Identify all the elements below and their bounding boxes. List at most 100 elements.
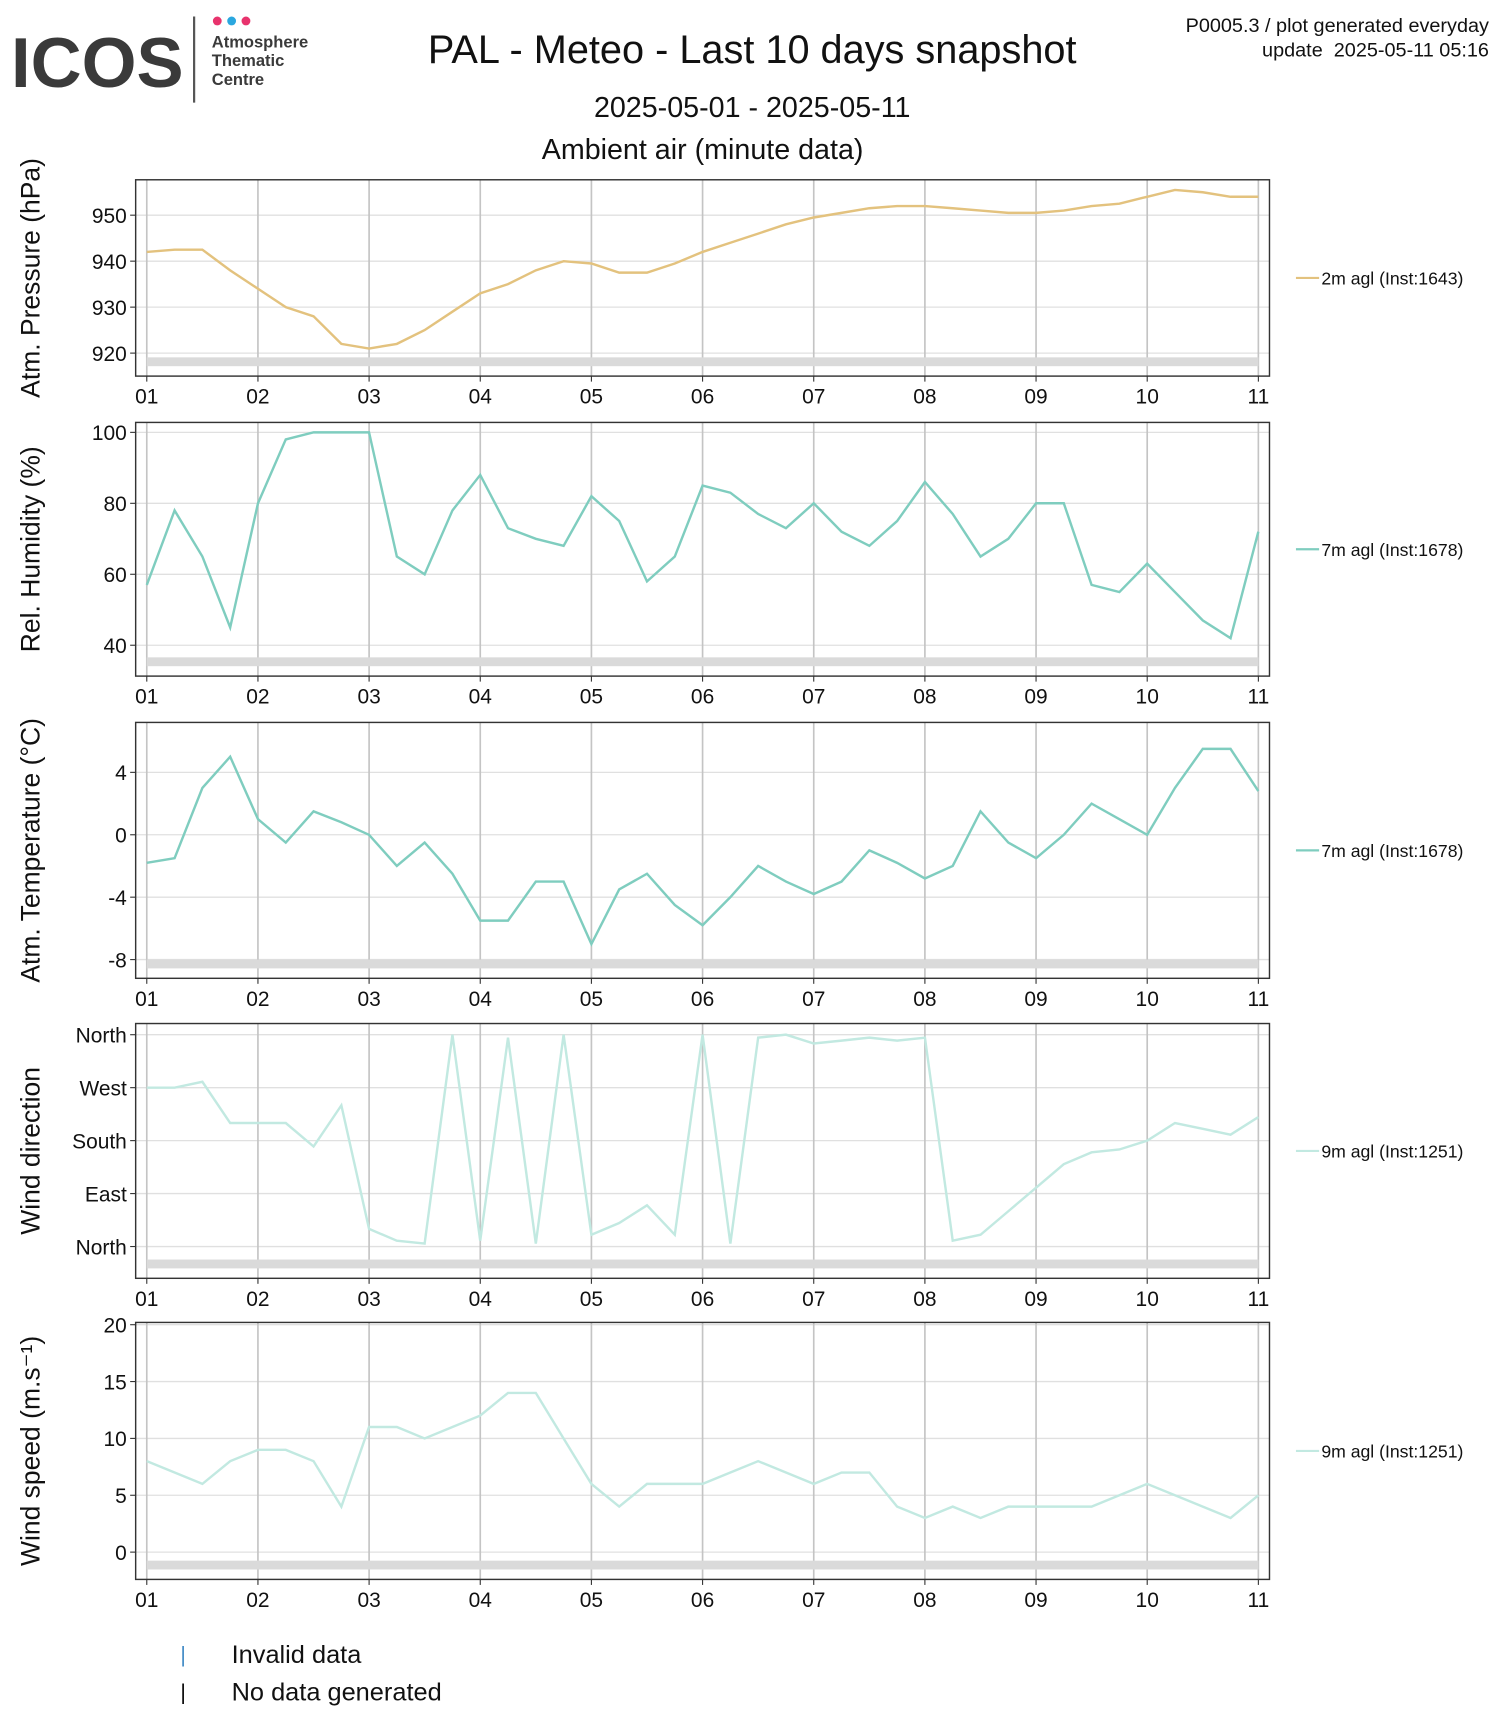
- y-tick-label: 930: [92, 297, 127, 320]
- y-tick-label: 950: [92, 205, 127, 228]
- x-tick-label: 03: [357, 988, 380, 1011]
- x-tick-label: 10: [1136, 386, 1159, 409]
- x-tick-label: 04: [469, 1589, 493, 1612]
- x-tick-label: 09: [1024, 686, 1047, 709]
- availability-bar: [146, 657, 1259, 667]
- x-tick-label: 01: [135, 386, 158, 409]
- availability-bar: [146, 1259, 1259, 1269]
- availability-bar: [146, 1560, 1259, 1570]
- x-tick-label: 09: [1024, 1589, 1047, 1612]
- y-axis-label: Wind speed (m.s⁻¹): [16, 1336, 46, 1566]
- y-tick-label: 60: [104, 564, 127, 587]
- y-tick-label: 0: [115, 1542, 127, 1565]
- x-tick-label: 05: [580, 386, 603, 409]
- y-tick-label: 80: [104, 493, 127, 516]
- x-tick-label: 03: [357, 1288, 380, 1311]
- panel-frame: [134, 721, 1271, 980]
- x-tick-label: 02: [246, 386, 269, 409]
- legend-text: Invalid data: [232, 1641, 363, 1669]
- y-tick-label: -4: [108, 887, 127, 910]
- y-tick-label: 4: [115, 762, 127, 785]
- title: PAL - Meteo - Last 10 days snapshot: [428, 28, 1077, 72]
- x-tick-label: 05: [580, 1288, 603, 1311]
- y-tick-label: 20: [104, 1314, 127, 1337]
- y-tick-label: East: [85, 1183, 127, 1206]
- y-tick-label: 940: [92, 251, 127, 274]
- legend-label: 9m agl (Inst:1251): [1321, 1442, 1463, 1462]
- x-tick-label: 04: [469, 386, 493, 409]
- availability-bar: [146, 959, 1259, 969]
- logo: ICOS: [11, 23, 184, 102]
- subtitle: Ambient air (minute data): [542, 134, 864, 166]
- x-tick-label: 09: [1024, 386, 1047, 409]
- x-tick-label: 07: [802, 988, 825, 1011]
- x-tick-label: 08: [913, 1589, 936, 1612]
- y-tick-label: 40: [104, 635, 127, 658]
- x-tick-label: 07: [802, 1589, 825, 1612]
- update: update 2025-05-11 05:16: [1262, 39, 1489, 61]
- x-tick-label: 08: [913, 1288, 936, 1311]
- x-tick-label: 06: [691, 386, 714, 409]
- x-tick-label: 02: [246, 1589, 269, 1612]
- x-tick-label: 03: [357, 386, 380, 409]
- panel-frame: [134, 1022, 1271, 1280]
- y-tick-label: West: [80, 1077, 127, 1100]
- y-tick-label: 5: [115, 1485, 127, 1508]
- x-tick-label: 07: [802, 686, 825, 709]
- x-tick-label: 10: [1136, 988, 1159, 1011]
- x-tick-label: 11: [1248, 1589, 1270, 1612]
- note: P0005.3 / plot generated everyday: [1186, 15, 1489, 37]
- legend-mark: |: [180, 1642, 186, 1667]
- y-axis-label: Atm. Temperature (°C): [16, 718, 46, 983]
- x-tick-label: 04: [469, 686, 493, 709]
- series-line: [146, 1391, 1260, 1520]
- y-tick-label: North: [76, 1024, 127, 1047]
- legend-label: 9m agl (Inst:1251): [1321, 1142, 1463, 1162]
- x-tick-label: 10: [1136, 1589, 1159, 1612]
- x-tick-label: 05: [580, 686, 603, 709]
- x-tick-label: 01: [135, 686, 158, 709]
- x-tick-label: 10: [1136, 686, 1159, 709]
- logo-sub: Centre: [212, 70, 264, 89]
- subtitle: 2025-05-01 - 2025-05-11: [594, 92, 911, 124]
- logo-sub: Thematic: [212, 51, 285, 70]
- x-tick-label: 06: [691, 1288, 714, 1311]
- x-tick-label: 05: [580, 1589, 603, 1612]
- y-axis-label: Wind direction: [16, 1067, 46, 1235]
- x-tick-label: 02: [246, 686, 269, 709]
- x-tick-label: 08: [913, 988, 936, 1011]
- x-tick-label: 01: [135, 1589, 158, 1612]
- x-tick-label: 07: [802, 1288, 825, 1311]
- x-tick-label: 02: [246, 1288, 269, 1311]
- x-tick-label: 01: [135, 1288, 158, 1311]
- panel-frame: [134, 1321, 1271, 1581]
- logo-dot: [241, 16, 251, 26]
- x-tick-label: 08: [913, 686, 936, 709]
- legend-text: No data generated: [232, 1679, 442, 1707]
- logo-dot: [212, 16, 222, 26]
- x-tick-label: 07: [802, 386, 825, 409]
- x-tick-label: 03: [357, 686, 380, 709]
- x-tick-label: 01: [135, 988, 158, 1011]
- logo-sub: Atmosphere: [212, 32, 308, 51]
- x-tick-label: 05: [580, 988, 603, 1011]
- x-tick-label: 09: [1024, 988, 1047, 1011]
- x-tick-label: 10: [1136, 1288, 1159, 1311]
- series-line: [146, 188, 1259, 350]
- legend-label: 2m agl (Inst:1643): [1321, 269, 1463, 289]
- x-tick-label: 08: [913, 386, 936, 409]
- legend-label: 7m agl (Inst:1678): [1321, 540, 1463, 560]
- y-tick-label: North: [76, 1236, 127, 1259]
- series-line: [146, 747, 1260, 947]
- panel-frame: [134, 421, 1271, 677]
- y-tick-label: -8: [108, 949, 127, 972]
- x-tick-label: 06: [691, 686, 714, 709]
- x-tick-label: 11: [1248, 988, 1270, 1011]
- x-tick-label: 06: [691, 988, 714, 1011]
- x-tick-label: 11: [1248, 386, 1270, 409]
- y-tick-label: 0: [115, 824, 127, 847]
- y-tick-label: 10: [104, 1428, 127, 1451]
- y-tick-label: South: [72, 1130, 127, 1153]
- x-tick-label: 06: [691, 1589, 714, 1612]
- y-tick-label: 100: [92, 422, 127, 445]
